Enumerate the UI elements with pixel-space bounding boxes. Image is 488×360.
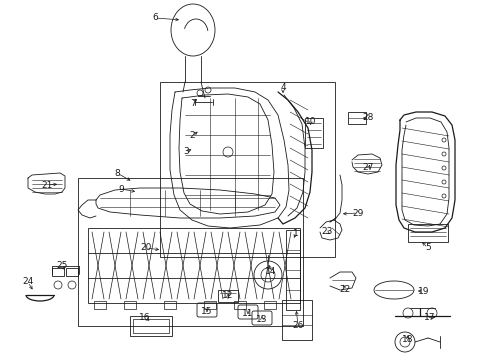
Text: 19: 19 <box>417 287 429 296</box>
Bar <box>203 301 216 309</box>
Bar <box>347 112 365 124</box>
Text: 12: 12 <box>222 291 233 300</box>
Bar <box>160 82 334 257</box>
Bar <box>130 316 172 336</box>
Text: 11: 11 <box>242 309 253 318</box>
Text: 1: 1 <box>292 229 298 238</box>
Text: 10: 10 <box>305 117 316 126</box>
Bar <box>305 118 323 148</box>
Text: 8: 8 <box>114 168 120 177</box>
Bar <box>282 300 311 340</box>
Text: 17: 17 <box>424 314 435 323</box>
Text: 27: 27 <box>362 163 373 172</box>
Text: 23: 23 <box>321 228 332 237</box>
Bar <box>124 301 136 309</box>
Bar <box>133 319 169 333</box>
Text: 7: 7 <box>190 99 196 108</box>
Text: 25: 25 <box>56 261 67 270</box>
Bar <box>94 301 106 309</box>
Text: 16: 16 <box>139 314 150 323</box>
Text: 29: 29 <box>351 208 363 217</box>
Text: 13: 13 <box>256 315 267 324</box>
Text: 2: 2 <box>189 131 194 140</box>
Bar <box>264 301 275 309</box>
Text: 9: 9 <box>118 184 123 194</box>
Bar <box>78 178 303 326</box>
Bar <box>407 224 447 242</box>
Text: 24: 24 <box>22 278 34 287</box>
Text: 3: 3 <box>183 148 188 157</box>
Text: 21: 21 <box>41 180 53 189</box>
Bar <box>218 290 238 302</box>
Bar <box>88 228 299 303</box>
Text: 26: 26 <box>292 320 303 329</box>
Text: 20: 20 <box>140 243 151 252</box>
Text: 15: 15 <box>201 306 212 315</box>
Bar <box>285 230 299 310</box>
Bar <box>234 301 245 309</box>
Text: 18: 18 <box>402 336 413 345</box>
Text: 5: 5 <box>424 243 430 252</box>
Bar <box>163 301 176 309</box>
Text: 6: 6 <box>152 13 158 22</box>
Bar <box>66 268 78 276</box>
Bar <box>52 268 64 276</box>
Text: 28: 28 <box>362 113 373 122</box>
Text: 14: 14 <box>265 267 276 276</box>
Text: 4: 4 <box>280 84 285 93</box>
Text: 22: 22 <box>339 284 350 293</box>
